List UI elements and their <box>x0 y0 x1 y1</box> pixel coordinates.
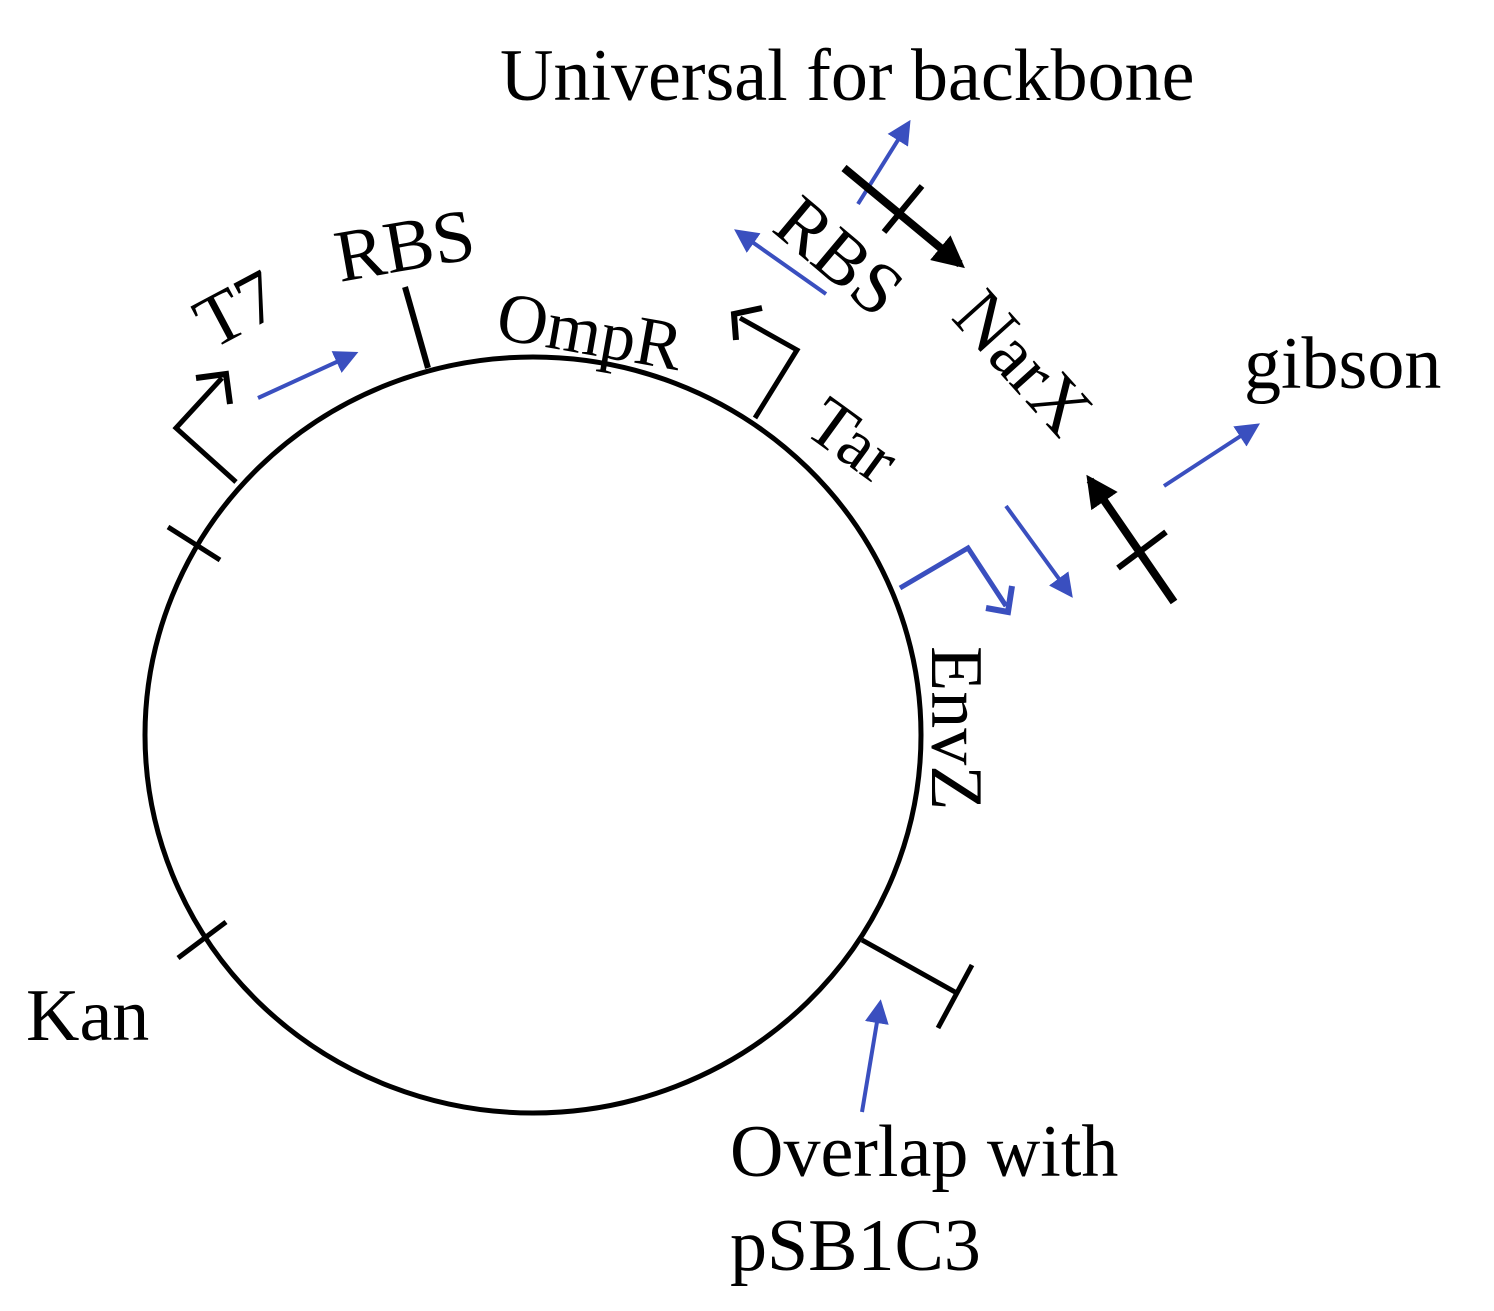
envz-promoter-arrowhead <box>985 585 1015 616</box>
gibson-label: gibson <box>1244 323 1441 405</box>
envz-promoter-arrow <box>898 544 1009 608</box>
terminator-stem <box>860 937 957 995</box>
terminator-bar <box>935 963 975 1030</box>
tar-label: Tar <box>793 383 913 500</box>
rbs-marker <box>402 286 431 369</box>
universal-primer-arrow <box>856 119 911 206</box>
insert-reverse-bar <box>1116 529 1168 571</box>
ompr-label: OmpR <box>491 278 689 386</box>
rbs-label: RBS <box>329 194 481 299</box>
ompr-promoter-arrow <box>738 315 801 420</box>
ompr-promoter-arrowhead <box>730 305 763 341</box>
narx-reverse-primer-arrow <box>1004 504 1073 598</box>
universal-backbone-label: Universal for backbone <box>500 35 1195 117</box>
t7-promoter-arrow <box>172 376 238 484</box>
overlap-label-line2: pSB1C3 <box>730 1205 981 1287</box>
t7-label: T7 <box>181 254 292 365</box>
part-boundary-tick <box>166 524 222 563</box>
insert-forward-arrow <box>841 164 965 269</box>
t7-primer-arrow <box>257 351 359 400</box>
insert-rbs-label: RBS <box>759 180 919 333</box>
envz-label: EnvZ <box>915 646 997 810</box>
insert-reverse-arrow <box>1086 474 1178 605</box>
narx-label: NarX <box>937 275 1108 452</box>
insert-forward-bar <box>881 184 925 234</box>
plasmid-circle <box>142 354 924 1116</box>
kan-label: Kan <box>26 975 149 1057</box>
gibson-primer-arrow <box>1162 423 1261 488</box>
overlap-label-line1: Overlap with <box>730 1111 1118 1193</box>
overlap-primer-arrow <box>860 999 889 1113</box>
t7-promoter-arrowhead <box>195 370 233 405</box>
rbs-primer-arrow <box>734 229 828 296</box>
kan-boundary-tick <box>176 920 228 960</box>
